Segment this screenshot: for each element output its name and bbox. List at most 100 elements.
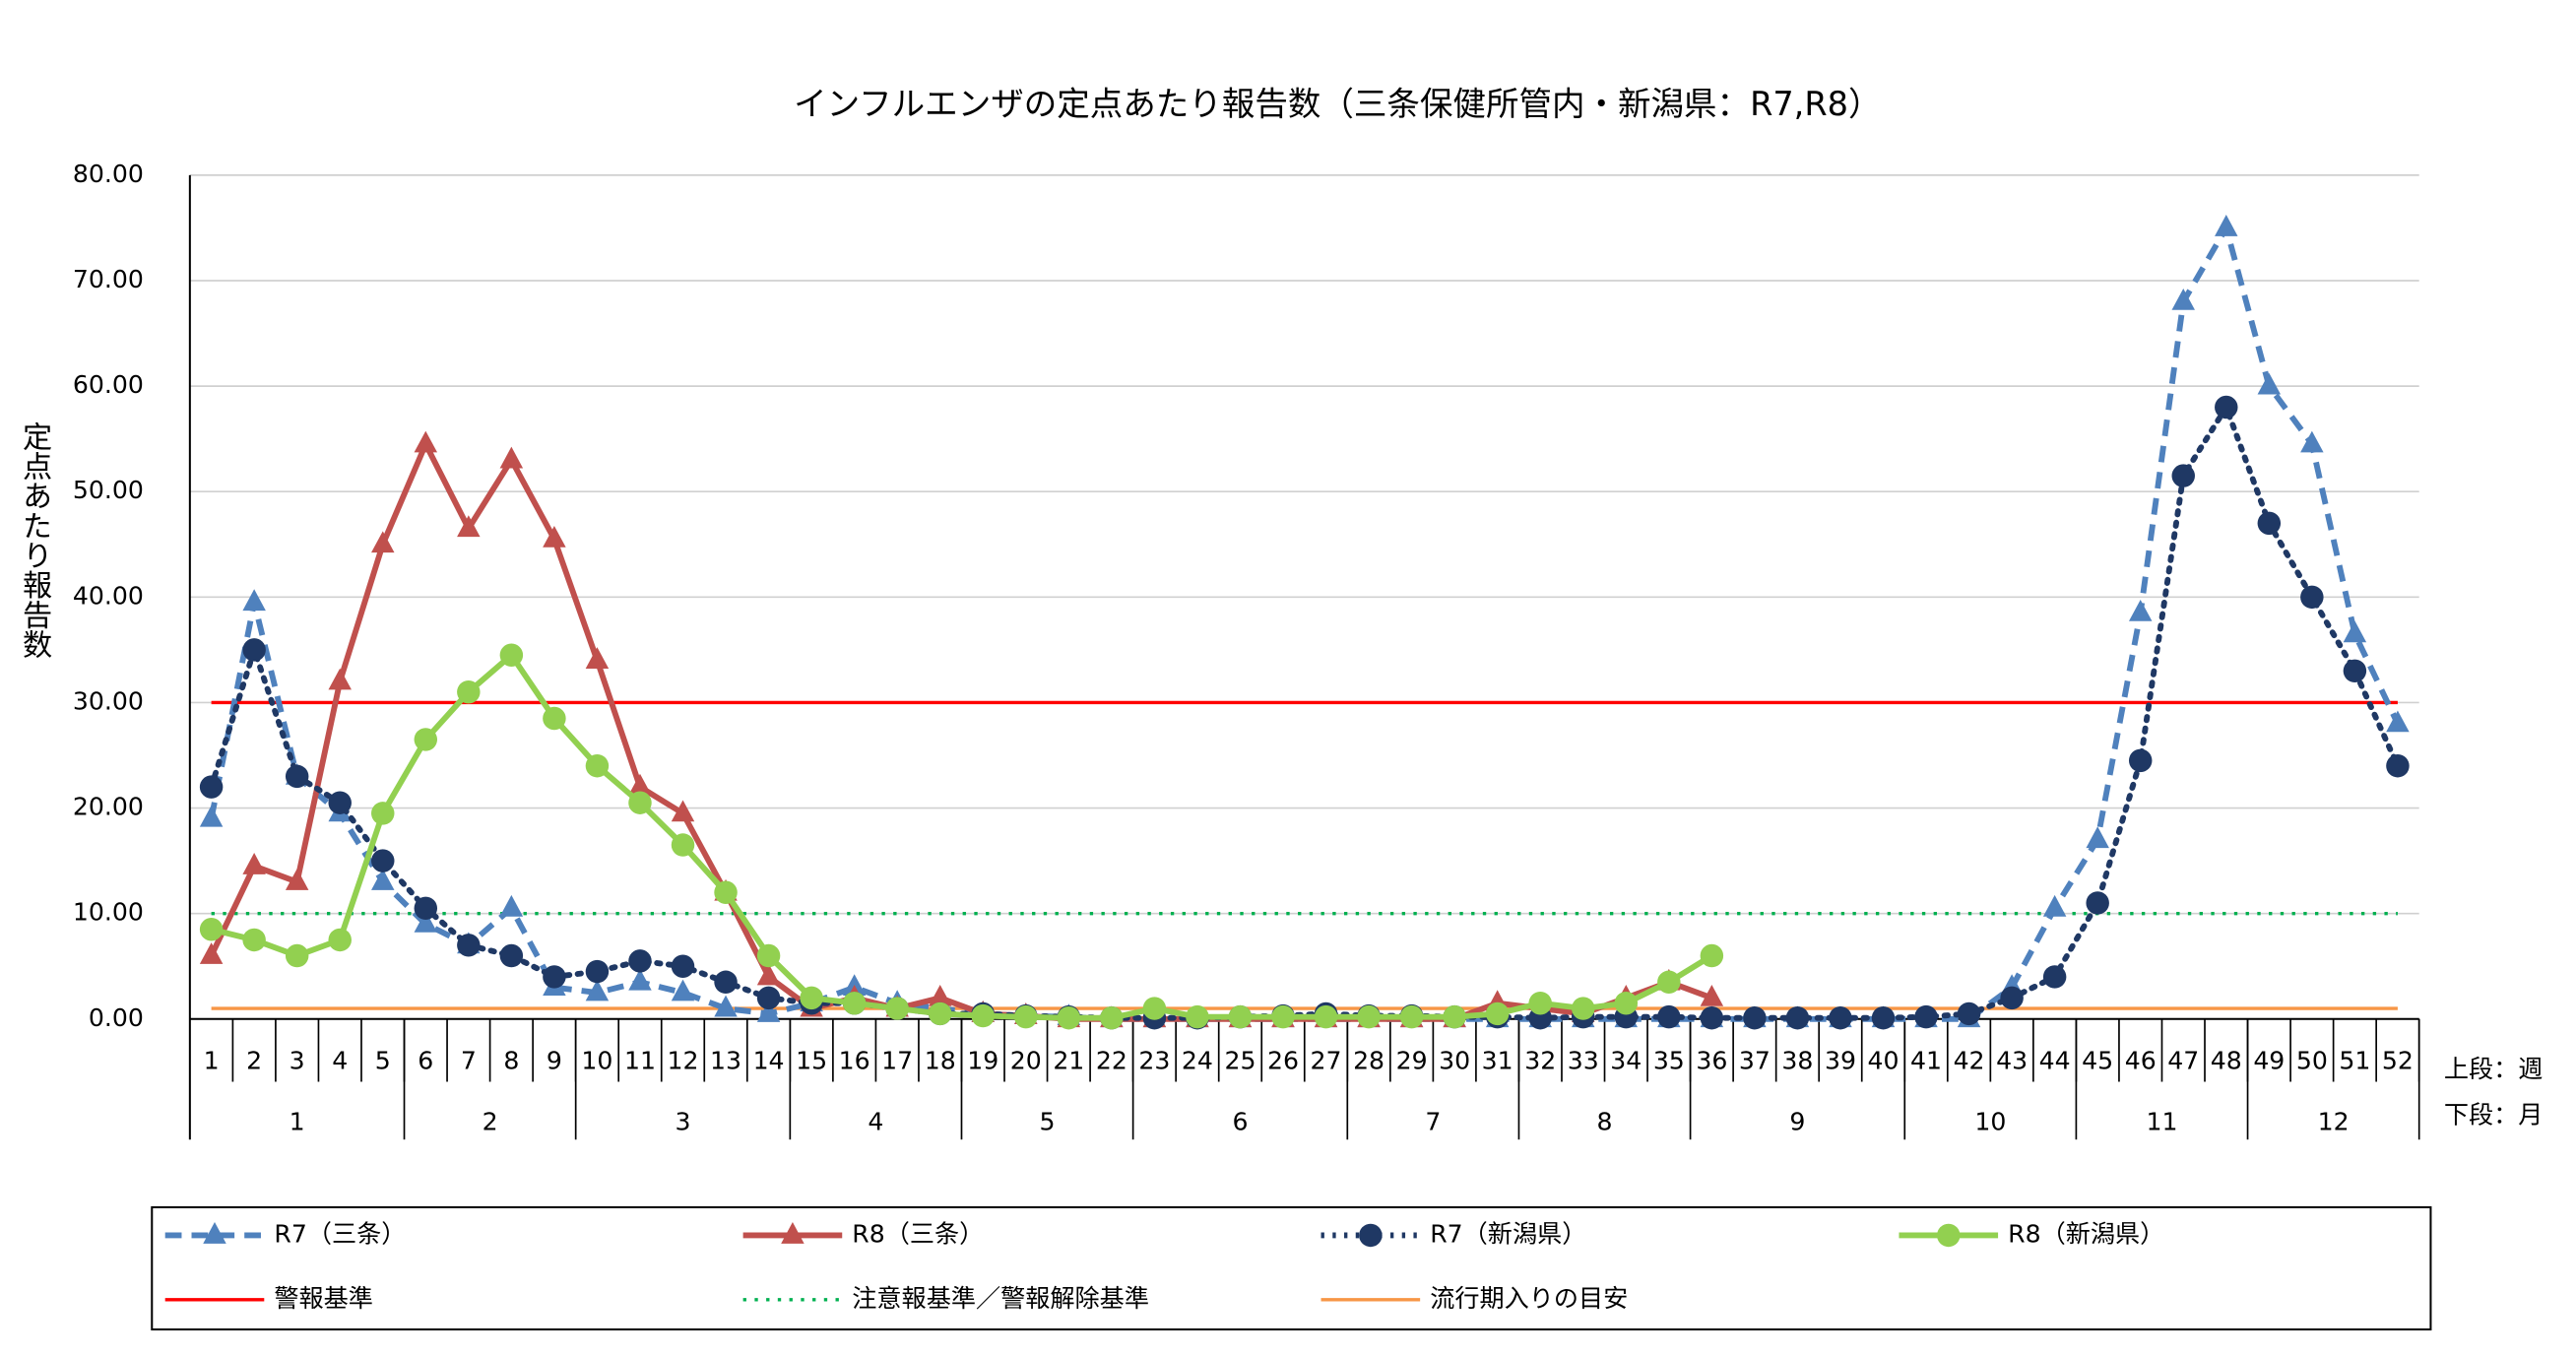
marker xyxy=(2215,395,2238,420)
marker xyxy=(971,1003,995,1028)
marker xyxy=(371,849,395,872)
marker xyxy=(928,984,952,1006)
marker xyxy=(414,430,438,453)
x-tick-label: 4 xyxy=(332,1046,348,1074)
marker xyxy=(2086,826,2109,849)
marker xyxy=(671,833,695,857)
x-tick-label: 30 xyxy=(1439,1046,1470,1074)
marker xyxy=(1572,997,1595,1020)
marker xyxy=(328,791,352,814)
x-tick-label: 38 xyxy=(1781,1046,1813,1074)
marker xyxy=(2042,965,2067,989)
marker xyxy=(1657,970,1681,995)
x-tick-label: 29 xyxy=(1396,1046,1428,1074)
series-line xyxy=(208,400,2401,1021)
x-tick-label: 5 xyxy=(375,1046,391,1074)
legend-label: 警報基準 xyxy=(274,1284,373,1313)
x-tick-label: 40 xyxy=(1867,1046,1899,1074)
marker xyxy=(585,753,610,778)
marker xyxy=(585,959,610,984)
marker xyxy=(499,894,524,917)
chart-title: インフルエンザの定点あたり報告数（三条保健所管内・新潟県：R7,R8） xyxy=(794,85,1881,123)
marker xyxy=(885,997,909,1020)
marker xyxy=(2300,585,2324,610)
marker xyxy=(2257,372,2282,395)
marker xyxy=(1614,991,1639,1015)
marker xyxy=(671,800,695,822)
marker xyxy=(1871,1005,1896,1030)
marker xyxy=(371,531,395,553)
x-tick-label: 6 xyxy=(418,1046,433,1074)
marker xyxy=(2086,891,2109,915)
marker xyxy=(2171,464,2195,487)
x-tick-label: 15 xyxy=(796,1046,827,1074)
legend-label: 流行期入りの目安 xyxy=(1430,1284,1628,1313)
marker xyxy=(285,869,309,890)
marker xyxy=(585,647,610,669)
y-tick-label: 80.00 xyxy=(73,160,144,188)
marker xyxy=(499,643,524,667)
marker xyxy=(2300,430,2324,453)
marker xyxy=(1228,1004,1253,1029)
y-tick-label: 10.00 xyxy=(73,898,144,927)
marker xyxy=(2343,620,2367,643)
marker xyxy=(242,638,266,662)
x-tick-label: 2 xyxy=(246,1046,262,1074)
month-label: 8 xyxy=(1597,1107,1613,1135)
x-tick-label: 51 xyxy=(2339,1046,2370,1074)
marker xyxy=(628,968,652,991)
x-tick-label: 22 xyxy=(1096,1046,1127,1074)
x-tick-label: 33 xyxy=(1568,1046,1599,1074)
marker xyxy=(414,910,438,933)
month-label: 10 xyxy=(1974,1107,2006,1135)
x-tick-label: 17 xyxy=(881,1046,913,1074)
x-tick-label: 3 xyxy=(290,1046,305,1074)
marker xyxy=(1100,1005,1124,1030)
legend-label: R8（新潟県） xyxy=(2008,1219,2164,1248)
x-note: 上段：週 xyxy=(2444,1055,2544,1083)
y-tick-label: 50.00 xyxy=(73,476,144,504)
x-tick-label: 11 xyxy=(624,1046,656,1074)
marker xyxy=(628,773,652,796)
marker xyxy=(371,802,395,825)
marker xyxy=(1443,1004,1466,1029)
marker xyxy=(756,986,781,1010)
x-tick-label: 31 xyxy=(1482,1046,1513,1074)
x-tick-label: 48 xyxy=(2211,1046,2242,1074)
y-tick-label: 70.00 xyxy=(73,265,144,293)
marker xyxy=(1700,1005,1724,1030)
x-tick-label: 13 xyxy=(710,1046,741,1074)
marker xyxy=(199,805,224,827)
x-tick-label: 47 xyxy=(2167,1046,2199,1074)
marker xyxy=(328,928,352,952)
marker xyxy=(499,446,524,469)
marker xyxy=(499,943,524,968)
marker xyxy=(1186,1004,1209,1029)
marker xyxy=(2386,753,2410,778)
x-tick-label: 49 xyxy=(2253,1046,2285,1074)
marker xyxy=(1399,1004,1424,1029)
legend-marker xyxy=(1937,1223,1961,1248)
x-tick-label: 18 xyxy=(925,1046,956,1074)
x-tick-label: 1 xyxy=(204,1046,220,1074)
x-tick-label: 39 xyxy=(1825,1046,1856,1074)
marker xyxy=(842,991,867,1015)
legend-box xyxy=(151,1205,2432,1331)
y-tick-label: 20.00 xyxy=(73,793,144,821)
marker xyxy=(199,917,224,941)
month-label: 6 xyxy=(1232,1107,1248,1135)
month-label: 5 xyxy=(1040,1107,1056,1135)
marker xyxy=(628,791,652,814)
marker xyxy=(714,970,738,995)
marker xyxy=(1700,943,1724,968)
marker xyxy=(585,979,610,1001)
marker xyxy=(199,775,224,799)
x-tick-label: 46 xyxy=(2125,1046,2157,1074)
marker xyxy=(2171,288,2195,310)
x-tick-label: 24 xyxy=(1182,1046,1213,1074)
marker xyxy=(2215,215,2238,236)
marker xyxy=(1485,1001,1510,1026)
month-label: 4 xyxy=(868,1107,883,1135)
x-tick-label: 26 xyxy=(1267,1046,1299,1074)
